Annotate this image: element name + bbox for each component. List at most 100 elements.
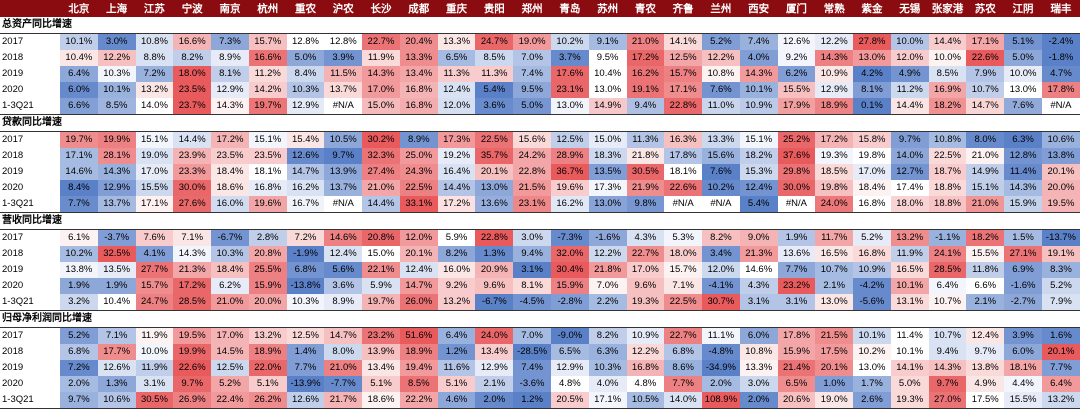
value-cell: 14.1% — [890, 360, 929, 376]
value-cell: 11.3% — [626, 131, 665, 148]
value-cell: 12.5% — [211, 360, 249, 376]
value-cell: 1.6% — [1041, 327, 1080, 344]
value-cell: 17.1% — [664, 82, 703, 98]
value-cell: 16.8% — [399, 82, 438, 98]
value-cell: 14.0% — [135, 98, 174, 115]
value-cell: 16.5% — [890, 262, 929, 278]
value-cell: 7.0% — [588, 278, 627, 294]
value-cell: 19.9% — [173, 344, 212, 360]
value-cell: 16.6% — [248, 50, 287, 66]
column-header: 青农 — [626, 0, 665, 17]
value-cell: 19.0% — [815, 392, 854, 409]
value-cell: 22.6% — [664, 180, 703, 196]
value-cell: 9.4% — [626, 98, 665, 115]
value-cell: 9.7% — [966, 344, 1005, 360]
value-cell: 10.1% — [97, 82, 136, 98]
value-cell: 2.0% — [475, 392, 514, 409]
value-cell: 22.7% — [664, 327, 703, 344]
value-cell: 18.1% — [664, 164, 703, 180]
value-cell: 15.7% — [664, 262, 703, 278]
value-cell: 51.6% — [399, 327, 438, 344]
value-cell: 10.0% — [890, 33, 929, 50]
value-cell: 18.9% — [399, 344, 438, 360]
value-cell: 13.1% — [890, 294, 929, 311]
value-cell: 32.3% — [362, 148, 400, 164]
value-cell: 20.1% — [1041, 344, 1080, 360]
value-cell: 14.9% — [966, 164, 1005, 180]
row-label: 2017 — [2, 36, 24, 47]
value-cell: -2.8% — [550, 294, 589, 311]
value-cell: 4.4% — [1004, 376, 1042, 392]
value-cell: #N/A — [702, 196, 740, 213]
value-cell: 17.3% — [588, 180, 627, 196]
section-title: 总资产同比增速 — [0, 17, 1080, 34]
value-cell: 10.7% — [928, 294, 967, 311]
value-cell: 19.1% — [626, 82, 665, 98]
value-cell: 14.4% — [928, 33, 967, 50]
value-cell: 18.5% — [815, 164, 854, 180]
value-cell: 16.2% — [286, 180, 325, 196]
value-cell: 17.0% — [626, 262, 665, 278]
value-cell: 24.3% — [399, 164, 438, 180]
value-cell: 0.1% — [853, 98, 891, 115]
value-cell: 17.2% — [815, 131, 854, 148]
value-cell: 2.1% — [966, 294, 1005, 311]
value-cell: 12.4% — [739, 180, 778, 196]
column-header: 瑞丰 — [1041, 0, 1080, 17]
value-cell: 19.8% — [815, 180, 854, 196]
value-cell: 5.1% — [362, 376, 400, 392]
value-cell: 30.0% — [173, 180, 212, 196]
value-cell: 22.5% — [475, 131, 514, 148]
column-header: 沪农 — [324, 0, 363, 17]
value-cell: 4.8% — [550, 376, 589, 392]
value-cell: 21.0% — [966, 196, 1005, 213]
value-cell: -9.0% — [550, 327, 589, 344]
value-cell: 27.8% — [853, 33, 891, 50]
value-cell: 21.0% — [362, 180, 400, 196]
value-cell: 10.0% — [1004, 66, 1042, 82]
column-header: 苏农 — [966, 0, 1005, 17]
value-cell: -6.7% — [211, 229, 249, 246]
value-cell: 22.5% — [928, 148, 967, 164]
section-row: 贷款同比增速 — [0, 114, 1080, 132]
value-cell: 10.3% — [97, 66, 136, 82]
data-row: 1-3Q21 7.7% 13.7% 17.1% 27.6% 16.0% 19.6% 16.7%… — [0, 196, 1080, 213]
value-cell: 9.4% — [928, 344, 967, 360]
row-label: 1-3Q21 — [0, 392, 61, 409]
value-cell: 5.4% — [739, 196, 778, 213]
value-cell: 7.1% — [664, 278, 703, 294]
value-cell: 17.8% — [777, 327, 816, 344]
value-cell: 9.2% — [777, 50, 816, 66]
value-cell: 13.2% — [890, 229, 929, 246]
value-cell: 12.9% — [211, 82, 249, 98]
row-label: 1-3Q21 — [0, 196, 61, 213]
value-cell: 6.0% — [739, 327, 778, 344]
value-cell: 5.0% — [1004, 50, 1042, 66]
value-cell: 15.7% — [664, 66, 703, 82]
value-cell: 24.7% — [135, 294, 174, 311]
data-row: 2020 1.9% 1.9% 15.7% 17.2% 6.2% 15.9% -13.8% 3.6… — [0, 278, 1080, 294]
value-cell: 13.4% — [362, 360, 400, 376]
value-cell: 18.0% — [173, 66, 212, 82]
value-cell: 20.6% — [777, 392, 816, 409]
value-cell: -1.6% — [1004, 278, 1042, 294]
value-cell: 2.6% — [853, 392, 891, 409]
value-cell: 17.0% — [135, 164, 174, 180]
value-cell: 14.3% — [97, 164, 136, 180]
value-cell: 8.0% — [324, 344, 363, 360]
value-cell: 18.7% — [928, 164, 967, 180]
value-cell: 6.6% — [60, 98, 98, 115]
value-cell: 20.4% — [399, 33, 438, 50]
value-cell: 22.4% — [211, 392, 249, 409]
value-cell: 17.0% — [211, 327, 249, 344]
value-cell: 10.1% — [60, 33, 98, 50]
value-cell: 10.4% — [588, 66, 627, 82]
value-cell: 12.4% — [324, 246, 363, 262]
value-cell: 5.6% — [324, 262, 363, 278]
value-cell: 16.0% — [437, 262, 476, 278]
value-cell: 12.8% — [1004, 148, 1042, 164]
value-cell: 15.0% — [362, 98, 400, 115]
value-cell: 5.9% — [437, 229, 476, 246]
value-cell: 4.9% — [966, 376, 1005, 392]
data-row: 2020 6.0% 10.1% 13.2% 23.5% 12.9% 14.2% 10.3% 13… — [0, 82, 1080, 98]
